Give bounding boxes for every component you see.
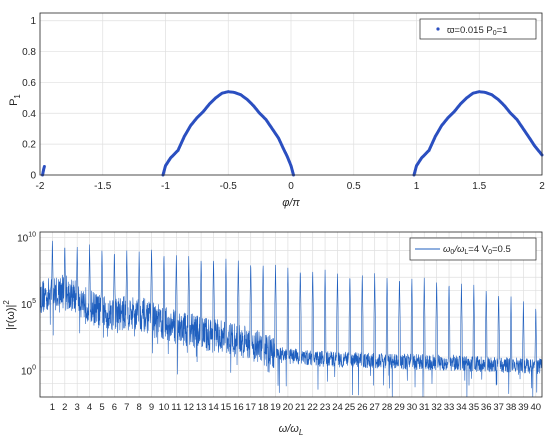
bottom-x-axis-label: ω/ωL <box>279 423 304 437</box>
bottom-x-tick-label: 2 <box>62 402 67 413</box>
top-y-tick-label: 0.4 <box>22 109 36 120</box>
top-y-tick-label: 0.8 <box>22 47 36 58</box>
bottom-x-tick-label: 18 <box>258 402 269 413</box>
bottom-y-tick-label: 1010 <box>17 231 36 244</box>
bottom-x-tick-label: 8 <box>137 402 142 413</box>
top-panel: -2 -1.5 -1 -0.5 0 0.5 1 1.5 2 0 0.2 0.4 0.6 0.8 1 φ/π… <box>8 12 546 209</box>
top-legend-label: ϖ=0.015 P0=1 <box>447 25 507 37</box>
bottom-x-tick-label: 5 <box>99 402 104 413</box>
bottom-x-tick-label: 30 <box>407 402 418 413</box>
bottom-x-tick-label: 32 <box>431 402 442 413</box>
bottom-x-tick-label: 15 <box>221 402 232 413</box>
bottom-panel: 1 2 3 4 5 6 7 8 9 10 11 12 13 14 15 16 17 18 19 20 21 22 23 24 2… <box>2 231 543 437</box>
bottom-x-tick-label: 9 <box>149 402 154 413</box>
top-axes-box <box>39 12 543 176</box>
bottom-series-line <box>40 240 542 397</box>
bottom-legend-label: ω0/ωL=4 V0=0.5 <box>443 244 511 256</box>
bottom-x-tick-label: 40 <box>531 402 542 413</box>
top-y-tick-label: 1 <box>30 16 36 27</box>
bottom-x-tick-label: 33 <box>444 402 455 413</box>
bottom-x-tick-label: 23 <box>320 402 331 413</box>
bottom-x-tick-label: 28 <box>382 402 393 413</box>
top-x-tick-label: -0.5 <box>220 181 238 192</box>
bottom-x-tick-label: 35 <box>469 402 480 413</box>
top-x-tick-label: -1.5 <box>94 181 112 192</box>
bottom-x-tick-label: 13 <box>196 402 207 413</box>
bottom-legend: ω0/ωL=4 V0=0.5 <box>409 237 537 261</box>
bottom-y-tick-label: 105 <box>21 298 36 311</box>
top-y-tick-label: 0 <box>30 171 36 182</box>
bottom-x-tick-label: 37 <box>493 402 504 413</box>
bottom-x-tick-label: 6 <box>112 402 117 413</box>
top-x-tick-label: 1.5 <box>472 181 486 192</box>
bottom-x-tick-label: 16 <box>233 402 244 413</box>
bottom-x-tick-label: 20 <box>283 402 294 413</box>
bottom-y-axis-label: |r(ω)|2 <box>2 300 17 330</box>
bottom-x-tick-label: 39 <box>518 402 529 413</box>
top-x-tick-label: -2 <box>36 181 45 192</box>
top-x-tick-labels: -2 -1.5 -1 -0.5 0 0.5 1 1.5 2 <box>36 181 546 192</box>
bottom-x-tick-label: 21 <box>295 402 306 413</box>
top-legend: ϖ=0.015 P0=1 <box>419 18 537 40</box>
top-series <box>41 90 544 177</box>
top-legend-marker <box>436 27 440 31</box>
top-x-tick-label: -1 <box>161 181 170 192</box>
top-legend-box <box>419 18 537 40</box>
bottom-x-tick-label: 27 <box>369 402 380 413</box>
bottom-x-tick-labels: 1 2 3 4 5 6 7 8 9 10 11 12 13 14 15 16 17 18 19 20 21 22 23 24 2… <box>50 402 541 413</box>
bottom-x-tick-label: 22 <box>307 402 318 413</box>
bottom-legend-box <box>409 237 537 261</box>
bottom-x-tick-label: 4 <box>87 402 92 413</box>
bottom-axes-box <box>39 231 543 398</box>
bottom-x-tick-label: 29 <box>394 402 405 413</box>
top-y-tick-label: 0.2 <box>22 140 36 151</box>
bottom-x-tick-label: 34 <box>456 402 467 413</box>
bottom-x-tick-label: 14 <box>208 402 219 413</box>
bottom-x-tick-label: 24 <box>332 402 343 413</box>
top-x-tick-label: 0.5 <box>347 181 361 192</box>
top-x-tick-label: 0 <box>288 181 294 192</box>
bottom-x-tick-label: 1 <box>50 402 55 413</box>
bottom-x-tick-label: 26 <box>357 402 368 413</box>
bottom-x-tick-label: 19 <box>270 402 281 413</box>
bottom-x-tick-label: 12 <box>183 402 194 413</box>
bottom-x-tick-label: 38 <box>506 402 517 413</box>
top-x-tick-label: 2 <box>539 181 545 192</box>
bottom-x-tick-label: 3 <box>75 402 80 413</box>
bottom-y-tick-label: 100 <box>21 364 36 377</box>
top-x-tick-label: 1 <box>414 181 420 192</box>
bottom-x-tick-label: 11 <box>171 402 181 413</box>
top-y-axis-label: P1 <box>8 94 22 106</box>
bottom-x-tick-label: 36 <box>481 402 492 413</box>
top-y-tick-label: 0.6 <box>22 78 36 89</box>
bottom-x-tick-label: 7 <box>124 402 129 413</box>
bottom-y-tick-labels: 100 105 1010 <box>17 231 36 377</box>
bottom-x-tick-label: 25 <box>345 402 356 413</box>
bottom-x-tick-label: 10 <box>159 402 170 413</box>
bottom-x-tick-label: 17 <box>245 402 256 413</box>
top-x-axis-label: φ/π <box>282 197 300 209</box>
bottom-x-tick-label: 31 <box>419 402 430 413</box>
top-y-tick-labels: 0 0.2 0.4 0.6 0.8 1 <box>22 16 36 181</box>
top-data-point <box>42 165 46 169</box>
